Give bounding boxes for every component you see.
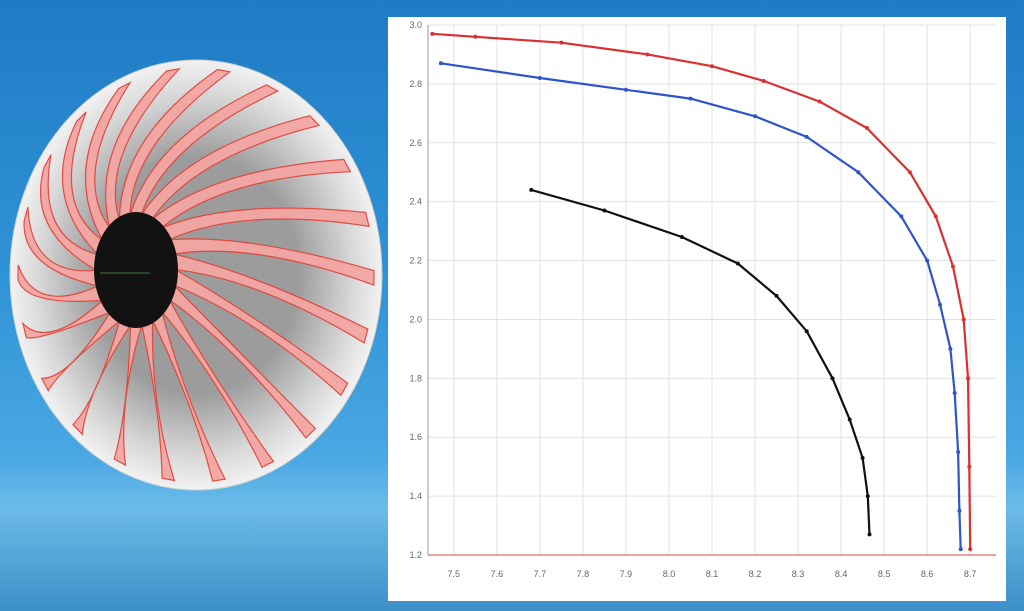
series-3-point bbox=[847, 417, 852, 422]
y-tick-label: 3.0 bbox=[409, 20, 422, 30]
impeller-blade bbox=[113, 324, 143, 467]
impeller-blade bbox=[173, 269, 349, 397]
impeller-blade bbox=[161, 207, 370, 241]
y-tick-label: 2.8 bbox=[409, 79, 422, 89]
impeller-blade bbox=[61, 111, 103, 256]
series-1-point bbox=[864, 126, 869, 131]
impeller-blades bbox=[17, 68, 375, 482]
x-tick-label: 7.9 bbox=[620, 569, 633, 579]
impeller-blade bbox=[105, 68, 181, 229]
x-tick-label: 8.7 bbox=[964, 569, 977, 579]
series-3-point bbox=[860, 455, 865, 460]
series-2-point bbox=[856, 170, 861, 175]
series-1-point bbox=[430, 31, 435, 36]
y-tick-label: 1.4 bbox=[409, 491, 422, 501]
series-2-point bbox=[753, 114, 758, 119]
impeller-blade bbox=[40, 311, 121, 392]
impeller-blade bbox=[17, 264, 104, 302]
impeller-blade bbox=[161, 299, 275, 469]
series-1-point bbox=[559, 40, 564, 45]
series-1-point bbox=[710, 64, 714, 69]
series-2-point bbox=[956, 449, 961, 454]
series-3-point bbox=[735, 261, 740, 266]
x-tick-label: 7.8 bbox=[577, 569, 590, 579]
series-2-point bbox=[938, 302, 943, 307]
series-2-point bbox=[623, 87, 628, 92]
impeller-blade bbox=[23, 206, 99, 287]
series-2-point bbox=[804, 134, 809, 139]
impeller-blade bbox=[141, 319, 176, 482]
x-tick-label: 8.4 bbox=[835, 569, 848, 579]
series-2-point bbox=[957, 508, 962, 513]
series-2-point bbox=[952, 391, 957, 396]
impeller-blade bbox=[140, 115, 321, 220]
series-2-point bbox=[948, 346, 953, 351]
x-tick-label: 8.0 bbox=[663, 569, 676, 579]
series-line-2 bbox=[440, 62, 962, 550]
series-1-point bbox=[933, 214, 938, 219]
impeller-blade bbox=[129, 84, 280, 216]
chart-grid bbox=[428, 24, 996, 556]
x-tick-label: 8.1 bbox=[706, 569, 719, 579]
impeller-illustration bbox=[9, 59, 383, 491]
chart-axes: 7.5 7.6 7.7 7.8 7.9 8.0 8.1 8.2 8.3 8.4 8.5 8.6 8.7 1… bbox=[409, 20, 996, 579]
x-tick-label: 7.5 bbox=[448, 569, 461, 579]
impeller-blade bbox=[84, 81, 132, 241]
series-2-point bbox=[537, 76, 542, 80]
series-3-point bbox=[774, 293, 779, 298]
series-1-point bbox=[961, 317, 966, 322]
series-2-point bbox=[899, 214, 904, 219]
series-3-point bbox=[867, 532, 872, 537]
y-tick-label: 1.2 bbox=[409, 550, 422, 560]
impeller-blade bbox=[168, 238, 375, 286]
series-line-1 bbox=[432, 32, 972, 550]
impeller-blade bbox=[40, 154, 99, 271]
series-1-point bbox=[473, 34, 478, 39]
series-1-point bbox=[645, 52, 650, 57]
series-1-point bbox=[907, 170, 912, 175]
series-line-3 bbox=[531, 188, 871, 535]
series-2-point bbox=[958, 547, 963, 552]
series-3-point bbox=[804, 329, 809, 334]
impeller-blade bbox=[151, 158, 352, 229]
series-1-point bbox=[950, 264, 955, 269]
series-2-point bbox=[925, 258, 930, 263]
y-tick-label: 2.6 bbox=[409, 138, 422, 148]
impeller-hub bbox=[94, 212, 178, 328]
series-3-point bbox=[865, 494, 870, 499]
performance-chart: 7.5 7.6 7.7 7.8 7.9 8.0 8.1 8.2 8.3 8.4 8.5 8.6 8.7 1… bbox=[409, 20, 996, 579]
series-3-point bbox=[602, 208, 607, 213]
series-1-point bbox=[967, 464, 972, 469]
y-tick-label: 2.0 bbox=[409, 314, 422, 324]
impeller-blade bbox=[72, 320, 132, 436]
series-2-point bbox=[438, 61, 443, 66]
impeller-blade bbox=[21, 299, 111, 339]
chart-series bbox=[430, 31, 973, 552]
series-1-point bbox=[761, 78, 766, 83]
x-tick-label: 8.6 bbox=[921, 569, 934, 579]
series-1-point bbox=[817, 99, 822, 104]
series-3-point bbox=[830, 376, 835, 381]
impeller-blade bbox=[173, 253, 369, 344]
series-3-point bbox=[679, 235, 684, 239]
impeller-blade bbox=[169, 284, 317, 439]
impeller-blade bbox=[152, 311, 227, 482]
y-tick-label: 1.8 bbox=[409, 373, 422, 383]
y-tick-label: 2.2 bbox=[409, 256, 422, 266]
x-tick-label: 7.7 bbox=[534, 569, 547, 579]
chart-panel: 7.5 7.6 7.7 7.8 7.9 8.0 8.1 8.2 8.3 8.4 8.5 8.6 8.7 1… bbox=[388, 17, 1006, 601]
y-tick-label: 2.4 bbox=[409, 197, 422, 207]
series-2-point bbox=[688, 96, 693, 101]
series-1-point bbox=[966, 376, 971, 381]
y-tick-label: 1.6 bbox=[409, 432, 422, 442]
x-tick-label: 7.6 bbox=[491, 569, 504, 579]
x-tick-label: 8.5 bbox=[878, 569, 891, 579]
series-3-point bbox=[529, 187, 534, 192]
x-tick-label: 8.2 bbox=[749, 569, 762, 579]
x-tick-label: 8.3 bbox=[792, 569, 805, 579]
impeller-blade bbox=[118, 68, 232, 221]
series-1-point bbox=[968, 547, 973, 552]
